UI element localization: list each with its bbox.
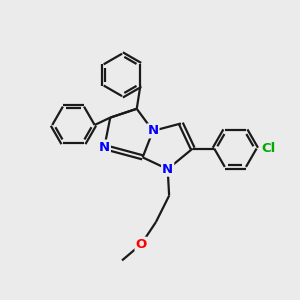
Text: N: N xyxy=(162,163,173,176)
Text: O: O xyxy=(136,238,147,251)
Text: N: N xyxy=(147,124,158,137)
Text: N: N xyxy=(99,141,110,154)
Text: Cl: Cl xyxy=(261,142,275,155)
